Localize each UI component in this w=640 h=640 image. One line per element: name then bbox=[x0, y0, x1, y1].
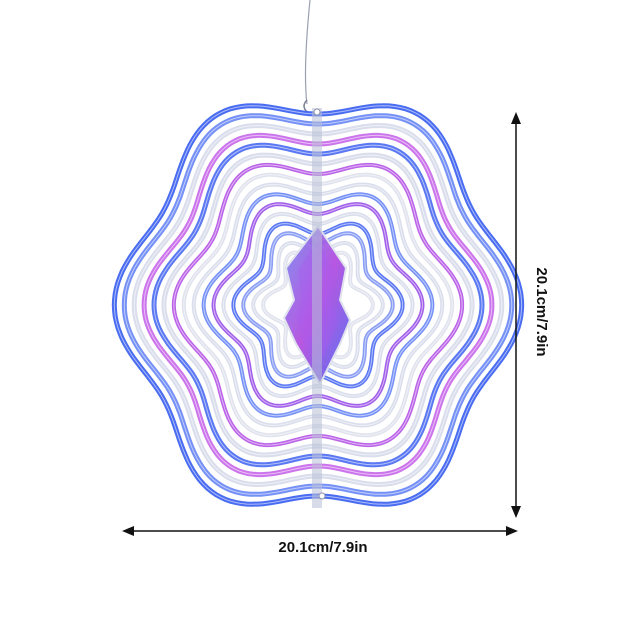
height-label: 20.1cm/7.9in bbox=[533, 267, 550, 357]
width-label: 20.1cm/7.9in bbox=[278, 539, 368, 556]
height-dimension-arrow bbox=[511, 112, 521, 518]
top-hole bbox=[313, 108, 321, 116]
center-bar bbox=[312, 108, 322, 508]
width-dimension-arrow bbox=[122, 526, 518, 536]
bottom-hole bbox=[318, 492, 326, 500]
hanging-string bbox=[304, 0, 311, 105]
